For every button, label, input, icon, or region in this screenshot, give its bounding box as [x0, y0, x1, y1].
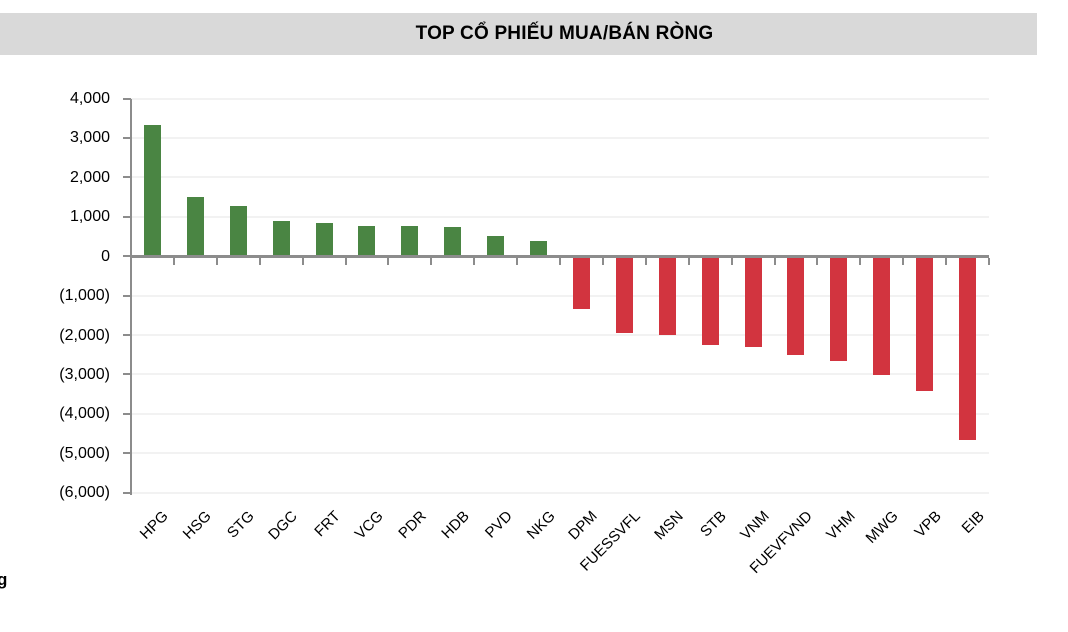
bar-EIB [959, 256, 977, 440]
gridline [131, 136, 989, 139]
y-axis-line [130, 98, 132, 495]
bar-VHM [830, 256, 848, 362]
y-axis-tick-label: 0 [101, 247, 110, 265]
x-axis-tick [559, 257, 561, 265]
x-axis-line [131, 254, 989, 258]
x-axis-tick [644, 257, 647, 265]
x-axis-tick [516, 257, 519, 265]
x-axis-tick [387, 257, 390, 265]
y-axis-tick [123, 97, 131, 100]
y-axis-tick-label: 3,000 [69, 129, 110, 147]
x-axis-tick [258, 257, 261, 265]
bar-VCG [358, 226, 376, 257]
y-axis-tick-label: (6,000) [59, 484, 110, 502]
y-axis-tick [123, 373, 131, 376]
chart-title-band: TOP CỔ PHIẾU MUA/BÁN RÒNG [0, 13, 1037, 55]
x-axis-tick [301, 257, 304, 265]
bar-PVD [487, 236, 505, 257]
y-axis-tick [123, 452, 131, 455]
x-axis-tick [473, 257, 476, 265]
x-axis-tick [215, 257, 218, 265]
y-axis-tick [123, 255, 131, 258]
gridline [131, 294, 989, 297]
x-axis-tick [945, 257, 948, 265]
bar-HDB [444, 226, 462, 257]
bar-HPG [143, 124, 161, 257]
y-axis-tick-label: 2,000 [69, 168, 110, 186]
chart-title: TOP CỔ PHIẾU MUA/BÁN RÒNG [415, 23, 714, 44]
x-axis-tick [859, 257, 862, 265]
x-axis-tick [172, 257, 175, 265]
bar-VPB [916, 256, 934, 392]
bar-NKG [530, 240, 548, 257]
gridline [131, 176, 989, 179]
x-axis-tick [730, 257, 733, 265]
y-axis-tick [123, 334, 131, 337]
cropped-text-fragment: g [0, 570, 8, 589]
bar-FUEVFVND [787, 256, 805, 356]
bar-DPM [572, 256, 590, 309]
y-axis-tick-label: 4,000 [69, 90, 110, 107]
bar-FRT [315, 223, 333, 257]
x-axis-tick [430, 257, 433, 265]
bar-VNM [744, 256, 762, 348]
x-axis-tick [344, 257, 347, 265]
y-axis-tick-label: (3,000) [59, 365, 110, 383]
x-axis-tick [601, 257, 604, 265]
x-axis-tick [130, 257, 132, 265]
bar-DGC [272, 220, 290, 257]
gridline [131, 215, 989, 218]
x-axis-tick [902, 257, 905, 265]
bar-STB [701, 256, 719, 346]
bar-MSN [658, 256, 676, 335]
bar-STG [229, 206, 247, 257]
y-axis-tick [123, 215, 131, 218]
x-axis-tick [687, 257, 690, 265]
y-axis-tick-label: 1,000 [69, 208, 110, 226]
bar-HSG [186, 196, 204, 257]
gridline [131, 97, 989, 100]
y-axis-tick [123, 176, 131, 179]
x-axis-tick [988, 257, 990, 265]
gridline [131, 373, 989, 376]
y-axis-tick [123, 136, 131, 139]
gridline [131, 334, 989, 337]
x-axis-tick [816, 257, 819, 265]
x-axis-tick [773, 257, 776, 265]
bar-MWG [873, 256, 891, 376]
y-axis-tick-label: (2,000) [59, 326, 110, 344]
gridline [131, 412, 989, 415]
y-axis-tick-label: (1,000) [59, 287, 110, 305]
bar-FUESSVFL [615, 256, 633, 334]
y-axis-tick-label: (4,000) [59, 405, 110, 423]
gridline [131, 491, 989, 494]
y-axis-tick [123, 294, 131, 297]
gridline [131, 452, 989, 455]
bar-PDR [401, 226, 419, 257]
y-axis-tick [123, 491, 131, 494]
y-axis-tick-label: (5,000) [59, 444, 110, 462]
y-axis-tick [123, 412, 131, 415]
